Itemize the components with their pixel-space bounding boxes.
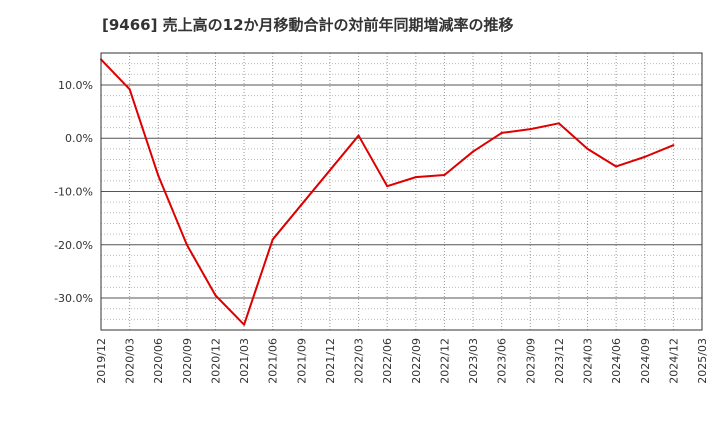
data-point xyxy=(557,122,560,125)
x-tick-label: 2023/09 xyxy=(524,338,537,384)
y-tick-label: -30.0% xyxy=(54,292,93,305)
x-tick-label: 2021/09 xyxy=(295,338,308,384)
plot-area-border xyxy=(100,52,703,331)
x-tick-label: 2024/09 xyxy=(639,338,652,384)
x-tick-label: 2024/12 xyxy=(667,338,680,384)
data-point xyxy=(672,144,675,147)
data-point xyxy=(214,294,217,297)
x-tick-label: 2021/12 xyxy=(324,338,337,384)
data-point xyxy=(443,173,446,176)
x-tick-label: 2024/06 xyxy=(610,338,623,384)
x-tick-label: 2024/03 xyxy=(582,338,595,384)
major-gridlines xyxy=(101,84,702,299)
data-point xyxy=(386,185,389,188)
x-tick-label: 2020/12 xyxy=(209,338,222,384)
data-point xyxy=(643,155,646,158)
data-point xyxy=(357,134,360,137)
data-point xyxy=(328,169,331,172)
y-tick-label: -10.0% xyxy=(54,186,93,199)
x-tick-label: 2020/06 xyxy=(152,338,165,384)
x-tick-label: 2023/06 xyxy=(496,338,509,384)
data-point xyxy=(271,238,274,241)
data-point xyxy=(157,174,160,177)
data-point xyxy=(500,131,503,134)
x-tick-label: 2020/03 xyxy=(124,338,137,384)
x-tick-label: 2023/12 xyxy=(553,338,566,384)
y-tick-label: 10.0% xyxy=(58,79,93,92)
x-tick-label: 2022/09 xyxy=(410,338,423,384)
x-tick-label: 2022/12 xyxy=(438,338,451,384)
x-tick-label: 2019/12 xyxy=(95,338,108,384)
x-axis-ticks: 2019/12 2020/03 2020/06 2020/09 2020/12 2021/… xyxy=(95,338,709,384)
data-point xyxy=(414,176,417,179)
data-point xyxy=(128,88,131,91)
data-point xyxy=(472,150,475,153)
x-tick-label: 2020/09 xyxy=(181,338,194,384)
data-point xyxy=(243,323,246,326)
x-tick-label: 2021/03 xyxy=(238,338,251,384)
x-tick-label: 2022/03 xyxy=(353,338,366,384)
data-point xyxy=(300,203,303,206)
y-tick-label: -20.0% xyxy=(54,239,93,252)
data-point xyxy=(615,165,618,168)
x-tick-label: 2021/06 xyxy=(267,338,280,384)
y-axis-ticks: 10.0% 0.0% -10.0% -20.0% -30.0% xyxy=(54,79,93,305)
x-tick-label: 2022/06 xyxy=(381,338,394,384)
x-tick-label: 2025/03 xyxy=(696,338,709,384)
data-point xyxy=(586,147,589,150)
data-point xyxy=(529,128,532,131)
chart-title: [9466] 売上高の12か月移動合計の対前年同期増減率の推移 xyxy=(102,16,514,34)
data-point xyxy=(185,243,188,246)
x-tick-label: 2023/03 xyxy=(467,338,480,384)
y-tick-label: 0.0% xyxy=(65,132,93,145)
